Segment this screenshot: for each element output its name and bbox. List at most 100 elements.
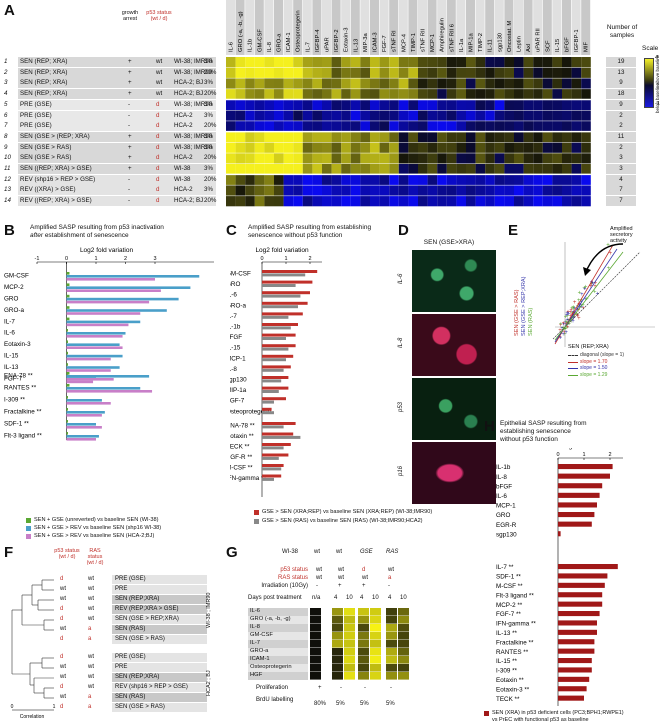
heatmap-cell [485, 185, 495, 196]
bar [66, 286, 191, 289]
heatmap-cell [235, 142, 246, 153]
panel-f-row: wt wt SEN (REP;XRA) [56, 595, 207, 604]
heatmap-cell [331, 196, 342, 207]
row-cells: HCA-2 [174, 154, 193, 162]
heatmap-cell [418, 164, 428, 175]
heatmap-cell [446, 164, 457, 175]
category-label: GRO [4, 296, 18, 303]
scatter-point: + [570, 319, 574, 325]
gene-label: Leptin [517, 36, 523, 52]
heatmap-cell [398, 142, 409, 153]
heatmap-cell [408, 110, 418, 121]
heatmap-cell [514, 78, 524, 89]
heatmap-cell [254, 67, 265, 78]
heatmap-cell [389, 67, 399, 78]
g-heat-cell [310, 656, 321, 664]
bar [66, 423, 96, 426]
bar [66, 414, 102, 417]
row-p53: wt [156, 68, 163, 76]
heatmap-cell [341, 89, 351, 100]
legend-label: slope = 1.70 [580, 358, 608, 365]
heatmap-cell [437, 142, 447, 153]
panel-a-row: 3 SEN (REP; XRA) + wt HCA-2; BJ 3% [4, 78, 216, 89]
heatmap-cell [581, 196, 591, 207]
gene-label: IL-6 [229, 42, 235, 52]
scatter-point: + [590, 282, 594, 288]
gene-label: sTNF RI [392, 30, 398, 52]
panel-d-images: IL-6 IL-8 p53 p16 [398, 250, 498, 506]
heatmap-cell [389, 174, 399, 185]
heatmap-cell [302, 174, 313, 185]
row-p53: d [60, 704, 64, 710]
heatmap-cell [456, 142, 466, 153]
heatmap-cell [322, 67, 332, 78]
heatmap-cell [235, 164, 246, 175]
heatmap-cell [446, 67, 457, 78]
heatmap-cell [562, 185, 572, 196]
bar [66, 408, 68, 411]
gene-label: SCF [545, 40, 551, 52]
scatter-point: + [558, 335, 562, 341]
heatmap-cell [398, 174, 409, 185]
heatmap-cell [302, 196, 313, 207]
heatmap-cell [226, 174, 236, 185]
gene-header-bg [341, 0, 351, 55]
heatmap-cell [408, 99, 418, 110]
heatmap-cell [264, 164, 274, 175]
row-arrest: - [128, 100, 131, 108]
bar [262, 337, 286, 340]
row-number: 4 [4, 89, 18, 100]
row-condition: REV ((REP; XRA) > GSE) [20, 197, 92, 205]
g-heat-cell [370, 656, 381, 664]
bar [262, 323, 298, 326]
heatmap-cell [360, 131, 370, 143]
heatmap-cell [283, 131, 294, 143]
heatmap-cell [571, 153, 582, 164]
bar [66, 366, 120, 369]
heatmap-cell [418, 185, 428, 196]
heatmap-cell [523, 89, 534, 100]
heatmap-cell [370, 121, 380, 132]
heatmap-cell [398, 185, 409, 196]
sample-count: 3 [606, 153, 636, 164]
category-label: IL-7 [230, 313, 237, 320]
g-heat-cell [386, 632, 397, 640]
scatter-point: + [578, 291, 582, 297]
row-p53: d [156, 132, 160, 140]
row-p53: d [156, 154, 160, 162]
heatmap-cell [485, 57, 495, 68]
heatmap-cell [264, 67, 274, 78]
category-label: GRO [496, 512, 510, 519]
g-brdu-value: 5% [386, 701, 395, 707]
heatmap-cell [494, 174, 505, 185]
scatter-point: + [573, 300, 577, 306]
category-label: IL-6 [4, 330, 15, 337]
panel-a-row: 8 SEN (GSE > (REP; XRA) + d WI-38; IMR90 3% [4, 131, 216, 142]
heatmap-cell [274, 142, 284, 153]
heatmap-cell [293, 153, 303, 164]
category-label: MCP-1 [496, 503, 516, 510]
scatter-point: + [580, 292, 584, 298]
heatmap-cell [485, 196, 495, 207]
row-ras: a [88, 704, 92, 710]
heatmap-cell [504, 164, 514, 175]
heatmap-cell [341, 174, 351, 185]
category-label: bFGF [230, 334, 242, 341]
heatmap-cell [389, 185, 399, 196]
category-label: IL-8 [230, 366, 237, 373]
heatmap-cell [494, 57, 505, 68]
scatter-point: + [561, 321, 565, 327]
heatmap-cell [456, 153, 466, 164]
g-heat-cell [398, 648, 409, 656]
gene-label: Oncostat. M [507, 21, 513, 52]
panel-a-row: 9 SEN (GSE > RAS) + d WI-38; IMR90 3% [4, 142, 216, 153]
heatmap-cell [254, 131, 265, 143]
heatmap-cell [581, 121, 591, 132]
heatmap-cell [235, 174, 246, 185]
g-heat-cell [310, 608, 321, 616]
amplified-secretory-activity-label: Amplified secretory activity [610, 226, 633, 244]
heatmap-cell [398, 110, 409, 121]
heatmap-cell [350, 131, 361, 143]
category-label: IL-13 ** [496, 630, 518, 637]
heatmap-cell [494, 121, 505, 132]
